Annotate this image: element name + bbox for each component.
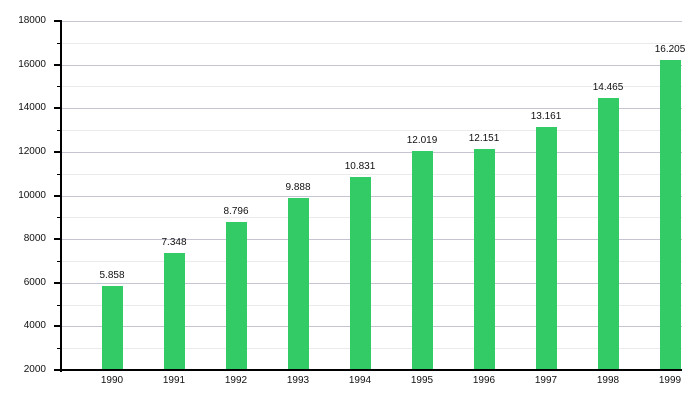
y-axis-tick-label: 10000	[18, 190, 46, 201]
bar-value-label: 13.161	[530, 111, 562, 122]
y-axis-tick-major	[54, 282, 62, 284]
y-axis-line	[60, 20, 62, 372]
bar-value-label: 8.796	[223, 206, 249, 217]
x-axis-tick-label: 1994	[348, 375, 372, 386]
y-axis-tick-major	[54, 20, 62, 22]
x-axis-tick-label: 1997	[534, 375, 558, 386]
y-gridline-major	[61, 65, 682, 66]
y-gridline-minor	[61, 261, 682, 262]
y-axis-tick-major	[54, 151, 62, 153]
y-gridline-minor	[61, 174, 682, 175]
y-axis-tick-minor	[57, 174, 62, 175]
bar-value-label: 14.465	[592, 82, 624, 93]
y-gridline-minor	[61, 86, 682, 87]
y-axis-tick-label: 18000	[18, 15, 46, 26]
bar-value-label: 12.019	[406, 135, 438, 146]
y-gridline-major	[61, 283, 682, 284]
y-gridline-minor	[61, 348, 682, 349]
y-axis-tick-label: 14000	[18, 102, 46, 113]
bar-value-label: 5.858	[99, 270, 125, 281]
bar-1991	[163, 253, 185, 370]
bar-value-label: 9.888	[285, 182, 311, 193]
bar-1993	[287, 198, 309, 370]
bar-value-label: 7.348	[161, 237, 187, 248]
bar-1994	[349, 177, 371, 370]
x-axis-tick-label: 1992	[224, 375, 248, 386]
x-axis-tick-label: 1996	[472, 375, 496, 386]
x-axis-tick-label: 1991	[162, 375, 186, 386]
x-axis-line	[54, 369, 682, 371]
y-axis-tick-major	[54, 325, 62, 327]
y-gridline-minor	[61, 305, 682, 306]
bar-value-label: 10.831	[344, 161, 376, 172]
bar-1990	[101, 286, 123, 370]
x-axis-tick-label: 1990	[100, 375, 124, 386]
y-gridline-major	[61, 326, 682, 327]
x-axis-tick-label: 1995	[410, 375, 434, 386]
y-axis-tick-label: 4000	[23, 320, 46, 331]
y-axis-tick-label: 2000	[23, 364, 46, 375]
y-axis-tick-label: 12000	[18, 146, 46, 157]
x-axis-tick-label: 1999	[658, 375, 682, 386]
x-axis-tick-label: 1993	[286, 375, 310, 386]
bar-1996	[473, 149, 495, 370]
bar-1997	[535, 127, 557, 370]
y-axis-tick-major	[54, 195, 62, 197]
bar-1995	[411, 151, 433, 370]
y-gridline-major	[61, 239, 682, 240]
y-gridline-major	[61, 21, 682, 22]
y-gridline-major	[61, 108, 682, 109]
bar-value-label: 16.205	[654, 44, 686, 55]
y-gridline-major	[61, 196, 682, 197]
bar-1999	[659, 60, 681, 370]
y-axis-tick-major	[54, 107, 62, 109]
bar-1998	[597, 98, 619, 370]
y-axis-tick-minor	[57, 305, 62, 306]
y-axis-tick-minor	[57, 217, 62, 218]
bar-1992	[225, 222, 247, 370]
y-axis-tick-minor	[57, 261, 62, 262]
y-axis-tick-minor	[57, 86, 62, 87]
y-axis-tick-major	[54, 238, 62, 240]
y-axis-tick-label: 16000	[18, 59, 46, 70]
y-gridline-minor	[61, 43, 682, 44]
y-axis-tick-minor	[57, 348, 62, 349]
y-axis-tick-minor	[57, 43, 62, 44]
x-axis-tick-label: 1998	[596, 375, 620, 386]
y-axis-tick-minor	[57, 130, 62, 131]
y-axis-tick-major	[54, 64, 62, 66]
y-gridline-minor	[61, 130, 682, 131]
y-axis-tick-label: 6000	[23, 277, 46, 288]
y-gridline-minor	[61, 217, 682, 218]
y-gridline-major	[61, 152, 682, 153]
bar-value-label: 12.151	[468, 133, 500, 144]
y-axis-tick-label: 8000	[23, 233, 46, 244]
